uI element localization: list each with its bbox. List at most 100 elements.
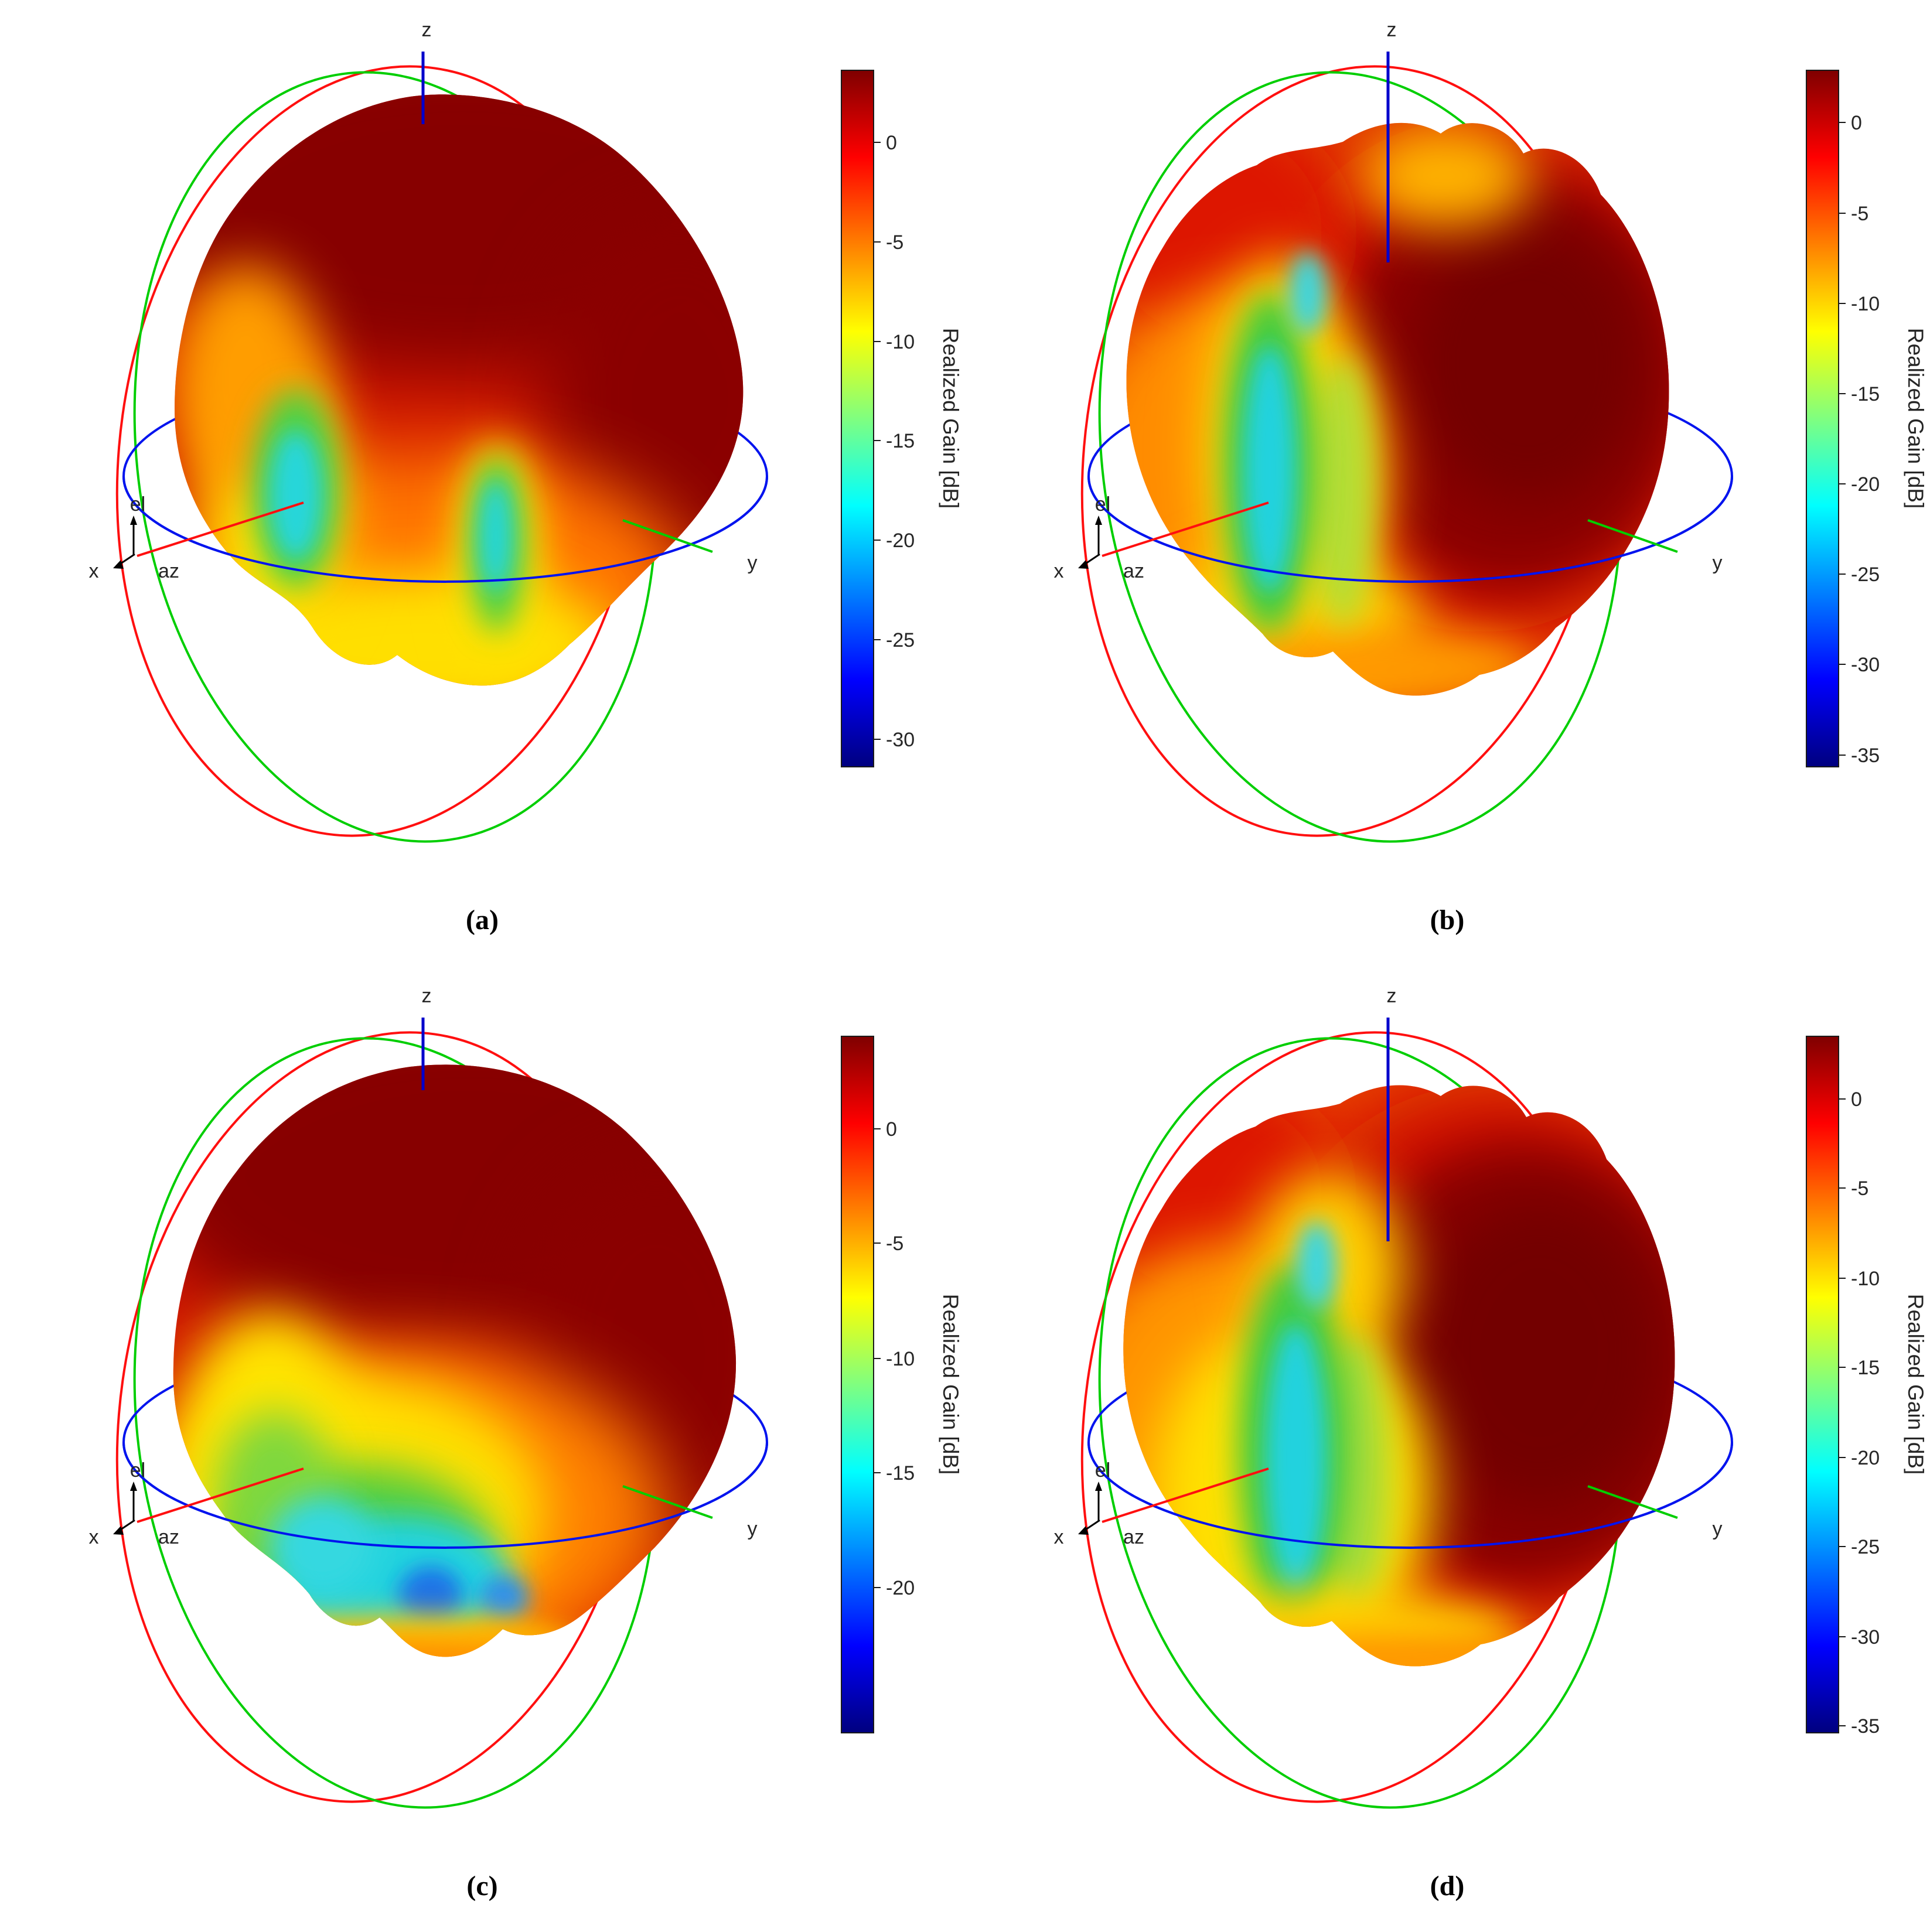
el-arrowhead-icon xyxy=(1095,516,1102,525)
colorbar-gradient xyxy=(841,70,874,767)
subplot-caption: (d) xyxy=(1430,1870,1465,1902)
el-arrowhead-icon xyxy=(130,516,137,525)
z-axis-label: z xyxy=(422,985,432,1007)
colorbar-tick-label: -15 xyxy=(886,1462,915,1484)
colorbar-tick-label: -10 xyxy=(1851,293,1880,315)
colorbar-tick-label: -5 xyxy=(1851,203,1868,225)
shade xyxy=(398,1566,463,1625)
az-axis-label: az xyxy=(158,560,179,582)
subplot-caption: (b) xyxy=(1430,904,1465,936)
azimuth-ring-front-arc xyxy=(1087,1442,1733,1549)
colorbar-tick-label: -15 xyxy=(1851,383,1880,405)
colorbar-tick-label: -25 xyxy=(1851,1536,1880,1558)
shade xyxy=(479,480,512,592)
colorbar-tick-label: -5 xyxy=(886,1233,903,1255)
az-axis-label: az xyxy=(1123,560,1144,582)
shade xyxy=(1289,252,1327,334)
colorbar-tick-label: -10 xyxy=(886,1348,915,1370)
x-axis-label: x xyxy=(89,560,99,582)
colorbar-b: 0 -5 -10 -15 -20 -25 -30 -35 Realized Ga… xyxy=(1806,70,1928,767)
colorbar-gradient xyxy=(1806,1036,1839,1733)
y-axis-stub-green xyxy=(622,519,713,553)
az-arrowhead-icon xyxy=(113,1526,124,1535)
colorbar-tick-label: -10 xyxy=(1851,1268,1880,1290)
origin-marker xyxy=(113,1482,137,1535)
colorbar-tick-label: -25 xyxy=(1851,564,1880,586)
colorbar-d: 0 -5 -10 -15 -20 -25 -30 -35 Realized Ga… xyxy=(1806,1036,1928,1738)
shade xyxy=(1266,1323,1327,1593)
z-axis-label: z xyxy=(1387,985,1397,1007)
origin-marker xyxy=(1078,516,1102,569)
colorbar-tick-label: -25 xyxy=(886,629,915,651)
el-axis-label: el xyxy=(130,493,145,516)
el-axis-label: el xyxy=(130,1459,145,1482)
azimuth-ring-front-arc xyxy=(1087,476,1733,583)
az-axis-stub-red xyxy=(1102,501,1269,557)
colorbar-tick-label: -30 xyxy=(1851,1626,1880,1648)
colorbar-tick-label: 0 xyxy=(1851,1088,1862,1111)
x-axis-label: x xyxy=(1054,1526,1064,1548)
colorbar-tick-label: -15 xyxy=(1851,1357,1880,1379)
z-axis-label: z xyxy=(422,19,432,41)
colorbar-axis-label: Realized Gain [dB] xyxy=(939,328,963,509)
origin-marker xyxy=(113,516,137,569)
shade xyxy=(270,1496,375,1596)
az-axis-stub-red xyxy=(137,501,304,557)
colorbar-tick-label: 0 xyxy=(1851,112,1862,134)
colorbar-tick-label: 0 xyxy=(886,132,897,154)
x-axis-label: x xyxy=(1054,560,1064,582)
shade xyxy=(1243,346,1296,592)
y-axis-label: y xyxy=(748,1518,758,1540)
colorbar-a: 0 -5 -10 -15 -20 -25 -30 Realized Gain [… xyxy=(841,70,963,767)
azimuth-ring-front-arc xyxy=(122,1442,768,1549)
x-axis-label: x xyxy=(89,1526,99,1548)
shade xyxy=(1296,1221,1337,1309)
origin-marker xyxy=(1078,1482,1102,1535)
y-axis-stub-green xyxy=(1587,1485,1678,1519)
colorbar-tick-label: -35 xyxy=(1851,1715,1880,1738)
az-arrowhead-icon xyxy=(1078,1526,1089,1535)
colorbar-axis-label: Realized Gain [dB] xyxy=(939,1294,963,1475)
colorbar-axis-label: Realized Gain [dB] xyxy=(1904,1294,1928,1475)
el-axis-label: el xyxy=(1095,493,1110,516)
shade xyxy=(479,1575,528,1622)
el-arrowhead-icon xyxy=(1095,1482,1102,1491)
colorbar-tick-label: -20 xyxy=(1851,473,1880,496)
colorbar-tick-label: -30 xyxy=(886,729,915,751)
colorbar-c: 0 -5 -10 -15 -20 Realized Gain [dB] xyxy=(841,1036,963,1733)
colorbar-tick-label: -35 xyxy=(1851,745,1880,767)
colorbar-tick-label: -20 xyxy=(1851,1447,1880,1469)
y-axis-stub-green xyxy=(622,1485,713,1519)
shade xyxy=(1358,123,1533,228)
colorbar-tick-label: 0 xyxy=(886,1118,897,1141)
colorbar-tick-label: -15 xyxy=(886,430,915,452)
az-axis-stub-red xyxy=(1102,1467,1269,1523)
y-axis-label: y xyxy=(1713,552,1723,574)
y-axis-stub-green xyxy=(1587,519,1678,553)
shade xyxy=(270,431,322,559)
az-arrowhead-icon xyxy=(1078,560,1089,569)
az-axis-stub-red xyxy=(137,1467,304,1523)
colorbar-axis-label: Realized Gain [dB] xyxy=(1904,328,1928,509)
colorbar-gradient xyxy=(841,1036,874,1733)
colorbar-tick-label: -20 xyxy=(886,530,915,552)
azimuth-ring-front-arc xyxy=(122,476,768,583)
subplot-caption: (c) xyxy=(466,1870,497,1902)
colorbar-gradient xyxy=(1806,70,1839,767)
az-arrowhead-icon xyxy=(113,560,124,569)
y-axis-label: y xyxy=(1713,1518,1723,1540)
el-axis-label: el xyxy=(1095,1459,1110,1482)
shade xyxy=(1416,1200,1662,1505)
el-arrowhead-icon xyxy=(130,1482,137,1491)
subplot-caption: (a) xyxy=(466,904,499,936)
az-axis-label: az xyxy=(1123,1526,1144,1548)
az-axis-label: az xyxy=(158,1526,179,1548)
colorbar-tick-label: -5 xyxy=(886,231,903,254)
y-axis-label: y xyxy=(748,552,758,574)
colorbar-tick-label: -10 xyxy=(886,331,915,353)
z-axis-label: z xyxy=(1387,19,1397,41)
colorbar-tick-label: -30 xyxy=(1851,654,1880,676)
colorbar-tick-label: -5 xyxy=(1851,1177,1868,1200)
shade xyxy=(1311,357,1375,627)
